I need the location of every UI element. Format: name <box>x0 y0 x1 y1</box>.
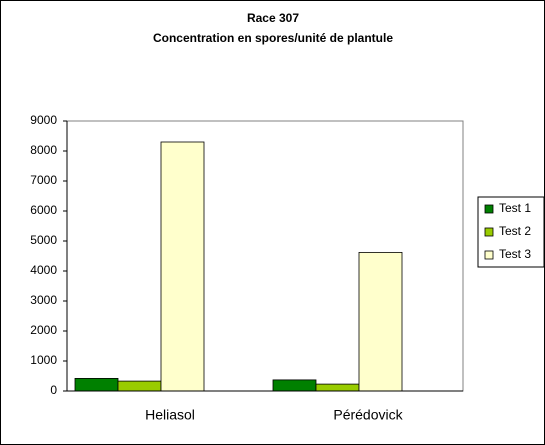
y-tick-label: 8000 <box>30 143 57 157</box>
bar <box>74 377 119 392</box>
bar <box>315 383 360 392</box>
bar <box>117 380 162 392</box>
y-tick-label: 9000 <box>30 113 57 127</box>
legend-label: Test 1 <box>499 201 531 215</box>
y-tick-label: 2000 <box>30 323 57 337</box>
plot-area <box>66 120 464 392</box>
y-tick-label: 1000 <box>30 353 57 367</box>
legend-label: Test 3 <box>499 247 531 261</box>
bar <box>358 251 403 392</box>
y-tick-label: 7000 <box>30 173 57 187</box>
x-tick-label: Pérédovick <box>333 407 403 423</box>
bar <box>272 379 317 392</box>
chart-title: Race 307 <box>247 11 299 25</box>
y-tick-label: 5000 <box>30 233 57 247</box>
y-tick-label: 3000 <box>30 293 57 307</box>
legend-swatch <box>484 204 494 214</box>
y-tick-label: 6000 <box>30 203 57 217</box>
legend-label: Test 2 <box>499 224 531 238</box>
legend-swatch <box>484 227 494 237</box>
bar <box>160 141 205 392</box>
x-tick-label: Heliasol <box>145 407 195 423</box>
legend-swatch <box>484 250 494 260</box>
y-tick-label: 4000 <box>30 263 57 277</box>
y-tick-label: 0 <box>50 383 57 397</box>
chart-subtitle: Concentration en spores/unité de plantul… <box>153 31 393 45</box>
